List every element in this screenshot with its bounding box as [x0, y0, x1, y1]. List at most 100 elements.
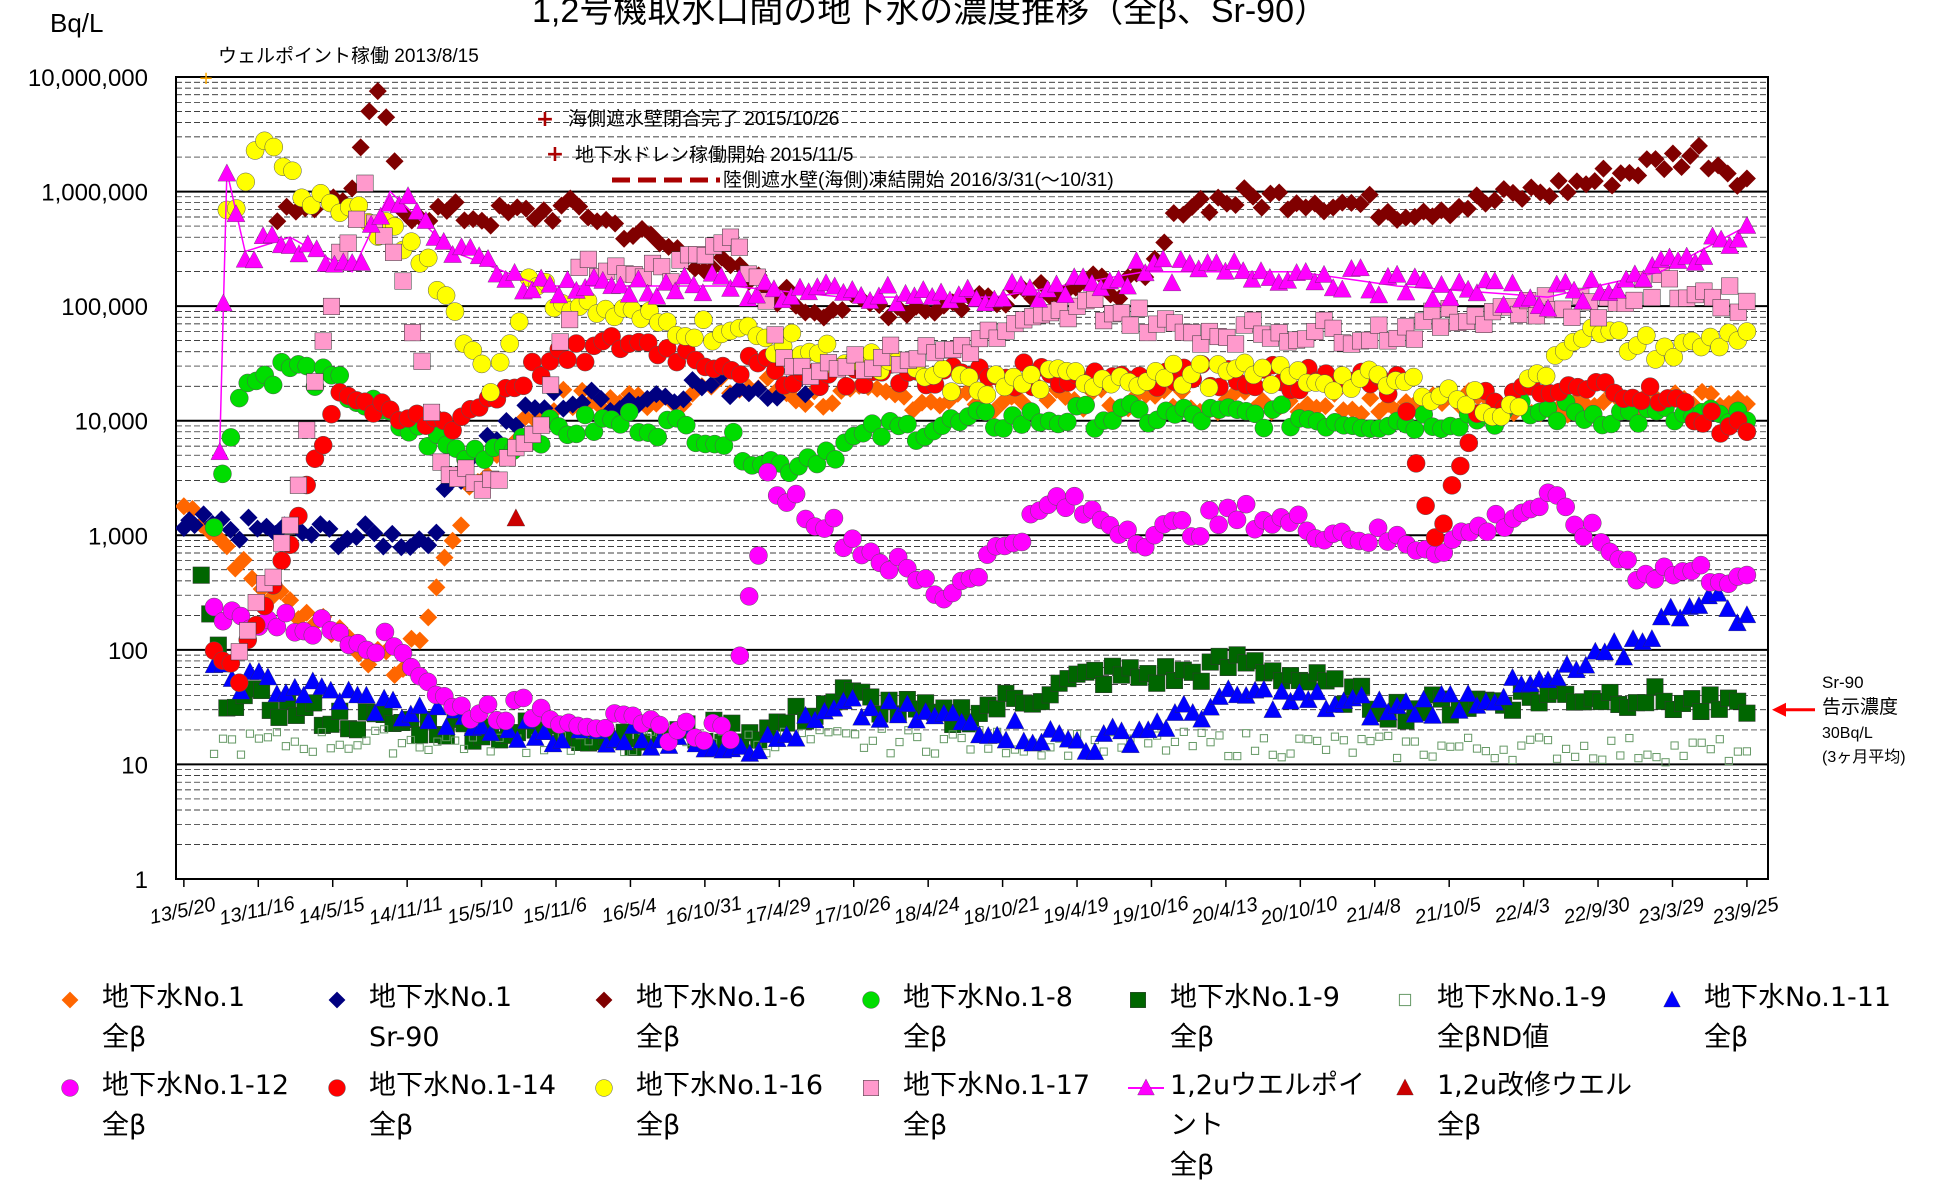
data-point	[712, 716, 731, 736]
data-point	[1130, 992, 1146, 1008]
data-point	[930, 749, 940, 758]
legend-label: 地下水No.1-12 全β	[102, 1070, 290, 1141]
data-point	[993, 288, 1013, 307]
data-point	[1691, 555, 1711, 575]
data-point	[270, 708, 288, 726]
data-point	[1209, 515, 1228, 535]
data-point	[859, 743, 869, 752]
data-point	[1252, 198, 1271, 217]
series-7	[204, 462, 1757, 752]
data-point	[1099, 747, 1108, 756]
data-point	[653, 258, 671, 276]
data-point	[375, 622, 395, 642]
data-point	[650, 715, 669, 735]
data-point	[823, 394, 842, 413]
series-9	[217, 131, 1757, 426]
data-point	[825, 276, 844, 295]
data-point	[305, 449, 325, 468]
legend-item: 地下水No.1-16 全β	[594, 1066, 854, 1156]
data-point	[1737, 215, 1757, 234]
data-point	[1259, 734, 1269, 743]
data-point	[1737, 169, 1756, 188]
data-point	[1050, 724, 1069, 742]
data-point	[632, 730, 652, 749]
data-point	[1503, 273, 1522, 292]
data-point	[988, 700, 1006, 718]
y-tick-label: 1,000,000	[41, 180, 148, 207]
data-point	[908, 350, 926, 368]
data-point	[1268, 750, 1277, 759]
data-point	[1737, 605, 1757, 624]
data-point	[1219, 679, 1238, 698]
data-point	[1530, 497, 1549, 517]
data-point	[806, 735, 815, 744]
data-point	[1226, 196, 1245, 215]
data-point	[413, 352, 431, 370]
legend-marker	[328, 1079, 346, 1097]
data-point	[747, 285, 766, 304]
data-point	[942, 382, 961, 401]
data-point	[1397, 402, 1416, 421]
data-point	[1710, 337, 1729, 357]
data-point	[1190, 354, 1210, 374]
data-point	[344, 744, 353, 753]
data-point	[976, 402, 995, 421]
data-point	[411, 726, 429, 744]
legend-marker	[1130, 992, 1146, 1008]
y-axis-label: Bq/L	[50, 8, 104, 38]
annotation-drain: + 地下水ドレン稼働開始 2015/11/5	[546, 142, 854, 167]
data-point	[677, 415, 696, 435]
data-point	[1170, 737, 1180, 747]
data-point	[306, 373, 324, 391]
data-point	[882, 336, 900, 354]
data-point	[1449, 272, 1469, 291]
data-point	[1037, 751, 1046, 760]
data-point	[1681, 146, 1700, 165]
data-point	[258, 667, 278, 686]
annotation-wellpoint-text: ウェルポイント稼働 2013/8/15	[218, 45, 479, 67]
limit-annotation: Sr-90 告示濃度 30Bq/L (3ヶ月平均)	[1772, 673, 1906, 766]
data-point	[244, 250, 264, 269]
data-point	[1392, 753, 1402, 763]
data-point	[357, 685, 376, 704]
data-point	[61, 1079, 79, 1097]
data-point	[764, 279, 784, 298]
data-point	[1499, 745, 1508, 754]
data-point	[693, 283, 713, 302]
data-point	[1451, 456, 1470, 476]
data-point	[351, 138, 370, 157]
data-point	[1437, 741, 1446, 750]
data-point	[402, 232, 421, 251]
data-point	[416, 210, 436, 229]
data-point	[1423, 705, 1442, 724]
data-point	[185, 516, 204, 535]
data-point	[1737, 565, 1757, 585]
data-point	[320, 519, 339, 538]
data-point	[1144, 739, 1153, 748]
data-point	[314, 332, 332, 350]
data-point	[1661, 597, 1680, 616]
data-point	[1118, 520, 1137, 540]
data-point	[939, 734, 948, 744]
data-point	[755, 272, 775, 291]
data-point	[1688, 738, 1697, 747]
data-point	[1677, 246, 1696, 265]
x-tick-label: 18/10/21	[961, 892, 1042, 930]
data-point	[1366, 736, 1375, 746]
data-point	[898, 414, 917, 434]
data-point	[1396, 692, 1416, 710]
data-point	[879, 691, 899, 710]
data-point	[1272, 395, 1291, 414]
data-point	[1449, 417, 1469, 437]
data-point	[446, 193, 465, 212]
data-point	[1459, 433, 1479, 453]
data-point	[281, 742, 290, 751]
data-point	[192, 566, 210, 584]
x-tick-label: 15/11/6	[521, 893, 590, 928]
data-point	[629, 746, 638, 756]
data-point	[1563, 308, 1581, 326]
data-point	[1548, 668, 1567, 686]
data-point	[1263, 700, 1283, 718]
data-point	[1321, 745, 1331, 754]
data-point	[1465, 381, 1485, 400]
